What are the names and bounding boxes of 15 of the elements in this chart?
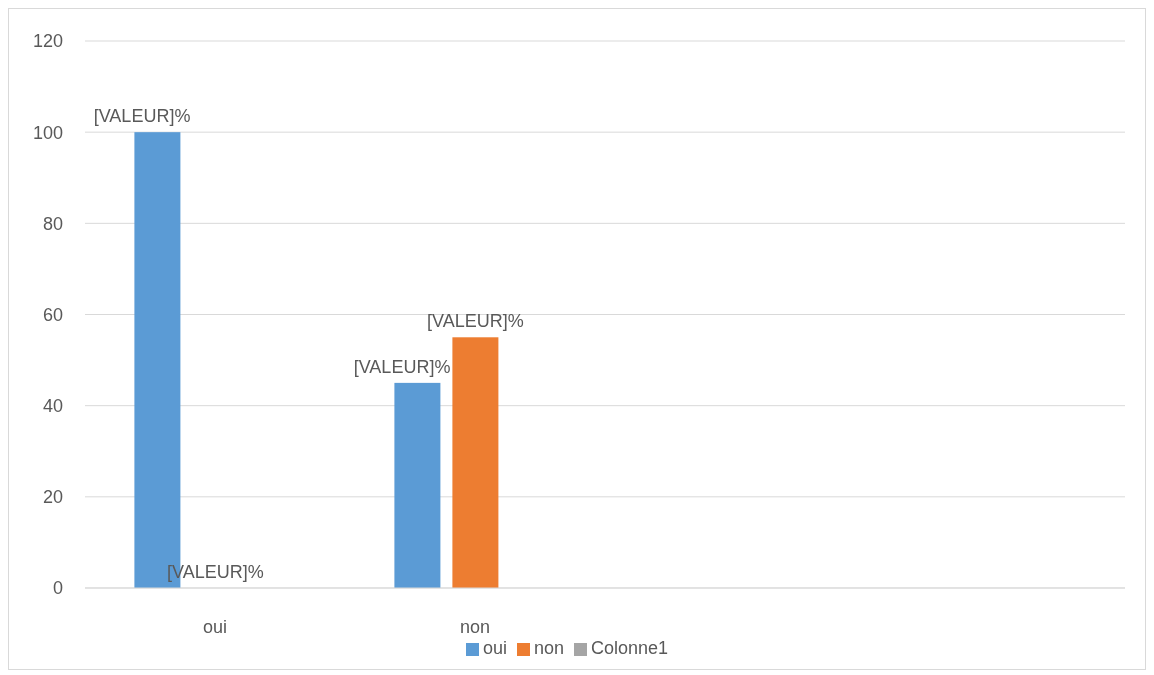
data-label: [VALEUR]%: [93, 106, 191, 127]
y-tick-label: 100: [32, 122, 63, 143]
legend-label: Colonne1: [591, 638, 669, 658]
bar: [394, 382, 441, 588]
y-tick-label: 80: [42, 213, 63, 234]
legend-label: oui: [482, 638, 507, 658]
legend-label: non: [533, 638, 564, 658]
y-tick-label: 40: [42, 396, 63, 417]
y-tick-label: 120: [32, 31, 63, 52]
y-tick-label: 0: [52, 578, 63, 599]
data-label: [VALEUR]%: [427, 311, 524, 332]
data-label: [VALEUR]%: [353, 356, 451, 377]
bar: [452, 337, 499, 588]
y-tick-label: 20: [42, 487, 63, 508]
y-tick-label: 60: [42, 304, 63, 325]
